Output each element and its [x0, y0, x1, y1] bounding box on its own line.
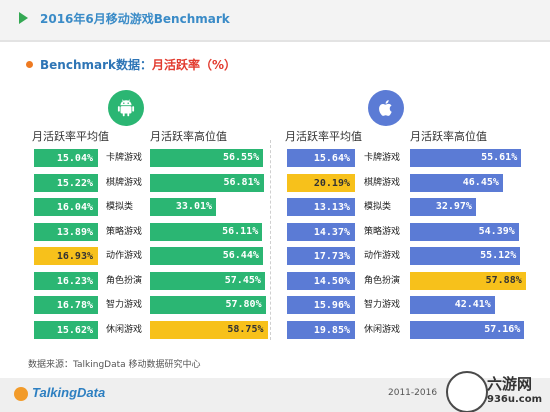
android-avg-value-label: 16.23%	[34, 271, 98, 290]
ios-high-value-label: 55.12%	[480, 250, 517, 261]
android-high-value-bar	[150, 149, 264, 167]
android-high-value-label: 56.81%	[223, 176, 260, 188]
ios-high-value-label: 57.88%	[485, 274, 522, 286]
android-high-value-bar	[150, 173, 264, 192]
footer-years: 2011-2016	[388, 388, 438, 398]
header-divider	[0, 40, 550, 42]
ios-avg-column-label: 月活跃率平均值	[285, 130, 362, 143]
talkingdata-logo-icon	[14, 387, 28, 401]
apple-icon	[368, 90, 404, 126]
android-avg-column-label: 月活跃率平均值	[32, 130, 109, 143]
android-high-value-bar	[150, 296, 266, 314]
ios-high-column-label: 月活跃率高位值	[410, 130, 487, 143]
android-high-value-label: 56.44%	[222, 250, 259, 261]
android-category-label: 角色扮演	[106, 275, 143, 286]
android-avg-value-label: 15.22%	[34, 173, 98, 192]
android-icon	[108, 90, 144, 126]
ios-high-value-bar	[410, 271, 526, 290]
android-high-column-label: 月活跃率高位值	[150, 130, 227, 143]
ios-category-label: 模拟类	[364, 202, 392, 212]
android-high-value-bar	[150, 222, 263, 241]
android-high-value-bar	[150, 271, 265, 290]
ios-avg-value-label: 15.64%	[287, 149, 355, 167]
ios-high-value-bar	[410, 296, 495, 314]
watermark-name: 六游网	[487, 375, 533, 393]
ios-avg-value-label: 13.13%	[287, 198, 355, 216]
chart-subtitle: Benchmark数据：月活跃率（%）	[40, 56, 236, 73]
watermark-url: 936u.com	[487, 394, 543, 405]
android-high-value-label: 56.55%	[222, 152, 260, 163]
panel-divider	[270, 140, 272, 340]
subtitle-accent: 月活跃率（%）	[152, 58, 237, 72]
ios-high-value-label: 55.61%	[481, 152, 518, 163]
android-high-value-bar	[150, 320, 268, 339]
talkingdata-logo-text: TalkingData	[32, 385, 106, 400]
android-avg-value-label: 16.78%	[34, 296, 98, 314]
android-high-value-label: 58.75%	[227, 323, 264, 335]
android-high-value-bar	[150, 247, 263, 265]
android-avg-value-label: 16.93%	[34, 247, 98, 265]
android-avg-value-label: 15.04%	[34, 149, 98, 167]
bullet-dot-icon	[26, 61, 33, 68]
ios-high-value-label: 54.39%	[478, 225, 515, 237]
ios-high-value-label: 32.97%	[435, 201, 472, 212]
ios-high-value-label: 46.45%	[462, 176, 499, 188]
android-category-label: 卡牌游戏	[106, 153, 143, 163]
android-high-value-label: 57.45%	[224, 274, 261, 286]
android-avg-value-label: 13.89%	[34, 222, 98, 241]
ios-avg-value-label: 15.96%	[287, 296, 355, 314]
android-robot-glyph	[117, 99, 135, 117]
ios-avg-value-label: 19.85%	[287, 320, 355, 339]
ios-high-value-bar	[410, 247, 521, 265]
android-category-label: 智力游戏	[106, 300, 143, 310]
android-category-label: 动作游戏	[106, 251, 143, 261]
ios-category-label: 动作游戏	[364, 251, 401, 261]
watermark-logo-icon	[446, 371, 488, 412]
ios-category-label: 卡牌游戏	[364, 153, 401, 163]
android-avg-value-label: 15.62%	[34, 320, 98, 339]
ios-category-label: 角色扮演	[364, 275, 401, 286]
apple-logo-glyph	[379, 100, 392, 116]
ios-category-label: 棋牌游戏	[364, 177, 401, 188]
ios-high-value-label: 42.41%	[454, 299, 491, 310]
ios-high-value-bar	[410, 198, 476, 216]
android-category-label: 棋牌游戏	[106, 177, 143, 188]
android-high-value-bar	[150, 198, 217, 216]
android-category-label: 模拟类	[106, 202, 134, 212]
ios-high-value-bar	[410, 149, 522, 167]
ios-category-label: 智力游戏	[364, 300, 401, 310]
android-high-value-label: 33.01%	[175, 201, 213, 212]
android-avg-value-label: 16.04%	[34, 198, 98, 216]
ios-high-value-label: 57.16%	[484, 323, 521, 335]
page-title: 2016年6月移动游戏Benchmark	[40, 12, 230, 26]
header-band	[0, 0, 550, 40]
ios-category-label: 休闲游戏	[364, 324, 401, 335]
ios-avg-value-label: 20.19%	[287, 173, 355, 192]
ios-avg-value-label: 14.37%	[287, 222, 355, 241]
ios-high-value-bar	[410, 222, 519, 241]
ios-avg-value-label: 14.50%	[287, 271, 355, 290]
subtitle-main: Benchmark数据：	[40, 58, 152, 72]
android-high-value-label: 56.11%	[222, 225, 259, 237]
android-category-label: 策略游戏	[106, 226, 143, 237]
android-high-value-label: 57.80%	[225, 299, 262, 310]
android-category-label: 休闲游戏	[106, 324, 143, 335]
ios-category-label: 策略游戏	[364, 226, 401, 237]
ios-avg-value-label: 17.73%	[287, 247, 355, 265]
play-arrow-icon	[19, 12, 28, 24]
data-source-note: 数据来源：TalkingData 移动数据研究中心	[28, 360, 201, 370]
ios-high-value-bar	[410, 320, 525, 339]
ios-high-value-bar	[410, 173, 503, 192]
